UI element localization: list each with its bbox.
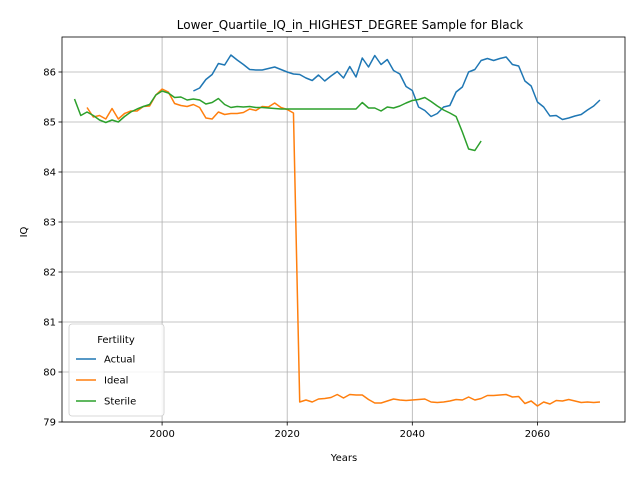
x-tick-label: 2060 xyxy=(525,429,550,440)
chart-title: Lower_Quartile_IQ_in_HIGHEST_DEGREE Samp… xyxy=(177,18,523,32)
x-tick-label: 2040 xyxy=(400,429,425,440)
y-tick-label: 81 xyxy=(43,318,56,329)
y-tick-label: 83 xyxy=(43,218,56,229)
legend-label-sterile: Sterile xyxy=(104,397,136,408)
legend-box xyxy=(68,323,165,417)
y-tick-label: 85 xyxy=(43,118,56,129)
y-tick-label: 79 xyxy=(43,418,56,429)
y-tick-label: 84 xyxy=(43,168,56,179)
series-line-ideal xyxy=(86,88,601,407)
legend: Fertility Actual Ideal Sterile xyxy=(68,323,165,417)
legend-title: Fertility xyxy=(97,335,135,346)
y-tick-label: 80 xyxy=(43,368,56,379)
series-line-sterile xyxy=(73,90,482,152)
legend-label-actual: Actual xyxy=(104,355,135,366)
y-axis-title: IQ xyxy=(19,226,30,237)
y-tick-label: 86 xyxy=(43,68,56,79)
axis-ticks: 2000 2020 2040 2060 79 80 81 82 83 84 85 86 xyxy=(43,68,550,441)
series-lines xyxy=(73,54,601,407)
plot-area-frame xyxy=(61,36,626,423)
y-tick-label: 82 xyxy=(43,268,56,279)
legend-label-ideal: Ideal xyxy=(104,376,128,387)
series-line-actual xyxy=(193,54,601,121)
x-tick-label: 2020 xyxy=(274,429,299,440)
x-tick-label: 2000 xyxy=(149,429,174,440)
x-axis-title: Years xyxy=(330,453,357,464)
